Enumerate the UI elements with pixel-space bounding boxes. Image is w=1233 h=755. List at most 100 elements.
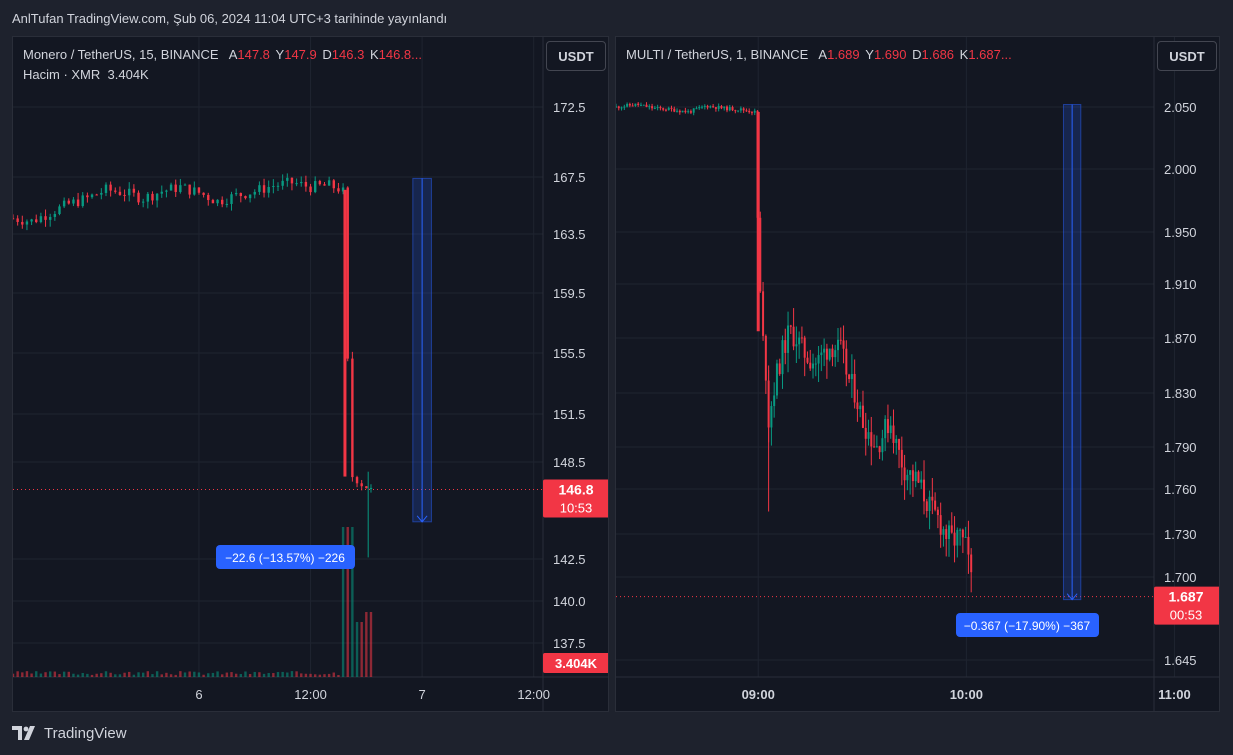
candle-body <box>800 337 803 339</box>
candle-body <box>692 108 695 113</box>
candle-body <box>146 193 150 202</box>
volume-bar <box>276 672 280 677</box>
volume-bar <box>202 674 205 677</box>
currency-button-xmr[interactable]: USDT <box>546 41 606 71</box>
candle-body <box>645 104 648 107</box>
y-tick-label: 1.760 <box>1164 482 1197 497</box>
volume-bar <box>313 674 317 677</box>
candle-body <box>290 177 294 184</box>
candle-body <box>141 201 145 203</box>
xmr-chart-svg[interactable]: 172.5 167.5 163.5 159.5 155.5 151.5 148.5 142.5… <box>13 37 609 712</box>
candle-body <box>76 199 80 207</box>
candle-body <box>656 107 659 109</box>
footer-brand: TradingView <box>44 724 127 742</box>
xmr-volume-legend: Hacim · XMR 3.404K <box>23 67 149 82</box>
candle-body <box>706 105 709 108</box>
candle-body <box>676 110 679 112</box>
y-tick-label: 142.5 <box>553 552 586 567</box>
ohlc-low-value: 146.3 <box>331 47 365 62</box>
candle-body <box>114 190 117 192</box>
xmr-legend: Monero / TetherUS, 15, BINANCE A147.8 Y1… <box>23 47 422 62</box>
volume-bar <box>337 674 340 677</box>
candle-body <box>197 187 201 193</box>
candle-body <box>945 529 948 540</box>
volume-bar <box>234 673 238 677</box>
candle-body <box>845 348 848 375</box>
candle-body <box>100 192 103 195</box>
candle-body <box>667 107 670 111</box>
candle-body <box>623 106 626 108</box>
candle-body <box>698 106 701 109</box>
volume-bar <box>318 674 322 677</box>
y-tick-label: 1.870 <box>1164 331 1197 346</box>
volume-bar <box>141 672 145 677</box>
candle-body <box>723 106 726 109</box>
candle-body <box>626 103 629 107</box>
candle-body <box>653 107 656 109</box>
candle-body <box>616 106 617 108</box>
chart-pane-multi[interactable]: 2.050 2.000 1.950 1.910 1.870 1.830 1.790 1.760… <box>615 36 1220 712</box>
candle-body <box>889 425 892 434</box>
candle-body <box>673 108 676 112</box>
volume-bar <box>76 674 80 677</box>
candle-body <box>947 525 950 540</box>
last-price-text: 146.8 <box>558 481 593 497</box>
volume-bar <box>197 672 201 677</box>
volume-bar <box>81 672 84 677</box>
ohlc-close-key: K <box>959 47 969 62</box>
candle-body <box>703 105 706 107</box>
y-tick-label: 2.050 <box>1164 100 1197 115</box>
candle-body <box>950 525 953 533</box>
candle-body <box>109 184 112 191</box>
candle-body <box>795 344 798 347</box>
candle-body <box>695 108 698 110</box>
candle-body <box>25 221 29 225</box>
ohlc-open-value: 147.8 <box>237 47 270 62</box>
candle-body <box>313 181 317 193</box>
volume-bar <box>123 672 126 677</box>
candle-body <box>648 106 651 108</box>
ohlc-high-key: Y <box>275 47 285 62</box>
candle-body <box>35 219 38 223</box>
candle-body <box>662 108 665 110</box>
ohlc-close-value: 146.8... <box>378 47 422 62</box>
candle-body <box>778 363 781 375</box>
x-tick-label: 09:00 <box>742 687 775 702</box>
y-tick-label: 1.790 <box>1164 440 1197 455</box>
candle-body <box>923 479 926 502</box>
candle-body <box>21 221 24 225</box>
volume-bar <box>239 674 243 677</box>
candle-body <box>770 406 773 428</box>
candle-body <box>886 419 889 434</box>
candle-body <box>281 180 284 186</box>
candle-body <box>909 470 912 475</box>
chart-pane-xmr[interactable]: 172.5 167.5 163.5 159.5 155.5 151.5 148.5 142.5… <box>12 36 609 712</box>
candle-body <box>789 325 792 327</box>
candle-body <box>823 348 826 353</box>
measure-label-box <box>216 545 355 569</box>
candle-body <box>961 529 964 538</box>
candle-body <box>959 529 962 531</box>
candle-body <box>318 181 322 185</box>
volume-bar <box>72 673 75 677</box>
candle-body <box>132 188 136 193</box>
y-tick-label: 1.645 <box>1164 653 1197 668</box>
currency-button-multi[interactable]: USDT <box>1157 41 1217 71</box>
candle-body <box>939 515 942 535</box>
candle-body <box>72 199 75 204</box>
candle-body <box>775 363 778 396</box>
candle-body <box>369 487 373 489</box>
candle-body <box>712 106 715 108</box>
y-tick-label: 2.000 <box>1164 162 1197 177</box>
candle-body <box>230 194 233 204</box>
y-tick-label: 155.5 <box>553 346 586 361</box>
candle-body <box>253 191 256 195</box>
candle-body <box>272 186 275 188</box>
candle-body <box>687 111 690 113</box>
candle-body <box>834 350 837 358</box>
volume-bar <box>100 673 103 677</box>
volume-bar <box>48 671 52 677</box>
multi-chart-svg[interactable]: 2.050 2.000 1.950 1.910 1.870 1.830 1.790 1.760… <box>616 37 1220 712</box>
candle-body <box>239 193 243 197</box>
candle-body <box>817 355 820 364</box>
